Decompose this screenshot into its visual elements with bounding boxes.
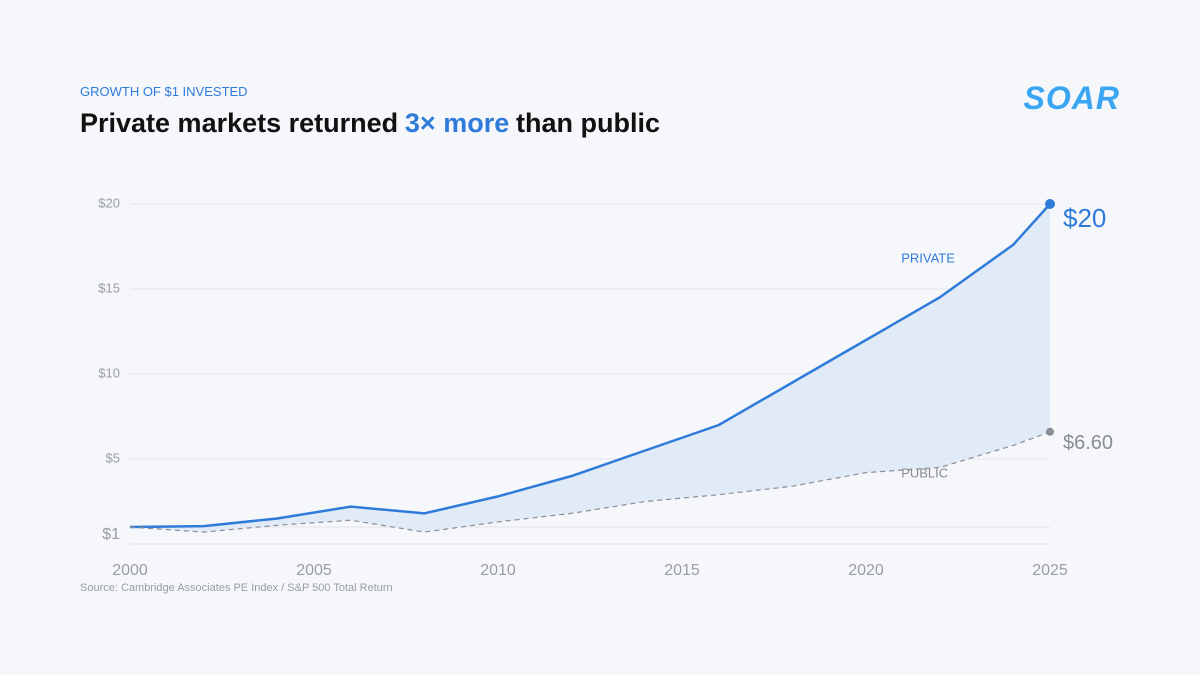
end-label: $20 bbox=[1063, 203, 1106, 233]
end-point bbox=[1046, 427, 1054, 436]
title-text: than public bbox=[515, 108, 660, 138]
series-line bbox=[129, 431, 1051, 533]
source: Source: Cambridge Associates PE Index / … bbox=[80, 582, 393, 594]
title-highlight: 3× more bbox=[404, 108, 510, 138]
series-line bbox=[129, 203, 1051, 529]
title: Private markets returned 3× more than publ… bbox=[80, 108, 667, 139]
end-label: $6.60 bbox=[1063, 432, 1113, 454]
x-tick-label: 2005 bbox=[296, 562, 332, 579]
x-tick-label: 2025 bbox=[1032, 562, 1068, 579]
series-label: PRIVATE bbox=[901, 250, 955, 265]
x-tick-label: 2015 bbox=[664, 562, 700, 579]
y-tick-label: $1 bbox=[102, 526, 120, 543]
series-label: PUBLIC bbox=[901, 465, 948, 480]
x-tick-label: 2020 bbox=[848, 562, 884, 579]
x-tick-label: 2010 bbox=[480, 562, 516, 579]
title-text: Private markets returned bbox=[80, 108, 399, 138]
y-tick-label: $5 bbox=[106, 450, 120, 465]
logo: SOAR bbox=[1023, 80, 1120, 116]
end-point bbox=[1045, 199, 1055, 209]
y-tick-label: $20 bbox=[98, 195, 120, 210]
y-tick-label: $10 bbox=[98, 365, 120, 380]
kicker: GROWTH OF $1 INVESTED bbox=[80, 84, 248, 99]
y-tick-label: $15 bbox=[98, 280, 120, 295]
area-between bbox=[130, 204, 1050, 533]
x-tick-label: 2000 bbox=[112, 562, 148, 579]
